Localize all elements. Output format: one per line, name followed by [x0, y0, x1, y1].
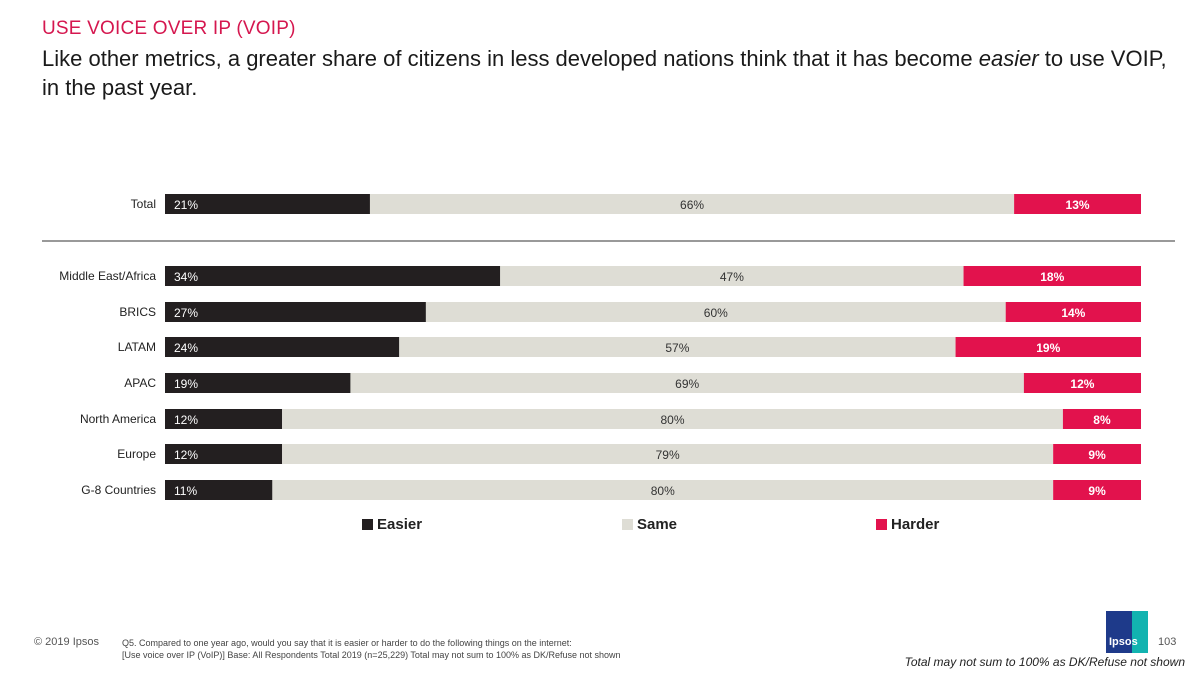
bar-harder-g-8-countries	[1053, 480, 1141, 500]
category-label-g-8-countries: G-8 Countries	[81, 483, 156, 497]
logo-wordmark: Ipsos	[1109, 636, 1138, 648]
value-label-harder-brics: 14%	[1061, 306, 1085, 320]
bar-same-middle-east-africa	[500, 266, 964, 286]
value-label-same-middle-east-africa: 47%	[720, 270, 744, 284]
category-label-apac: APAC	[124, 376, 156, 390]
bar-harder-total	[1014, 194, 1141, 214]
value-label-easier-g-8-countries: 11%	[174, 484, 197, 498]
ipsos-logo: Ipsos	[1106, 611, 1148, 653]
bar-same-europe	[282, 444, 1054, 464]
question-footnote: Q5. Compared to one year ago, would you …	[122, 637, 822, 661]
bar-easier-middle-east-africa	[165, 266, 501, 286]
legend-swatch-harder	[876, 519, 887, 530]
value-label-easier-total: 21%	[174, 198, 198, 212]
legend-label-same: Same	[637, 516, 677, 533]
footnote-line-1: Q5. Compared to one year ago, would you …	[122, 638, 572, 648]
legend-label-easier: Easier	[377, 516, 422, 533]
logo-accent	[1132, 611, 1148, 653]
value-label-easier-latam: 24%	[174, 341, 198, 355]
value-label-same-europe: 79%	[656, 448, 680, 462]
bar-same-north-america	[282, 409, 1063, 429]
value-label-harder-middle-east-africa: 18%	[1040, 270, 1064, 284]
copyright: © 2019 Ipsos	[34, 636, 99, 648]
value-label-easier-middle-east-africa: 34%	[174, 270, 198, 284]
slide-kicker: USE VOICE OVER IP (VOIP)	[42, 18, 296, 39]
bar-same-g-8-countries	[272, 480, 1054, 500]
bar-easier-g-8-countries	[165, 480, 273, 500]
value-label-harder-g-8-countries: 9%	[1088, 484, 1106, 498]
value-label-same-total: 66%	[680, 198, 704, 212]
legend-label-harder: Harder	[891, 516, 940, 533]
bar-harder-brics	[1005, 302, 1141, 322]
value-label-easier-apac: 19%	[174, 377, 198, 391]
category-label-latam: LATAM	[118, 340, 156, 354]
value-label-harder-total: 13%	[1066, 198, 1090, 212]
value-label-same-latam: 57%	[665, 341, 689, 355]
value-label-easier-europe: 12%	[174, 448, 198, 462]
bar-easier-apac	[165, 373, 351, 393]
bar-easier-latam	[165, 337, 400, 357]
bar-harder-europe	[1053, 444, 1141, 464]
value-label-harder-europe: 9%	[1088, 448, 1106, 462]
bar-same-total	[369, 194, 1015, 214]
category-label-brics: BRICS	[119, 305, 156, 319]
value-label-same-g-8-countries: 80%	[651, 484, 675, 498]
bar-same-brics	[425, 302, 1006, 322]
value-label-same-brics: 60%	[704, 306, 728, 320]
bar-harder-apac	[1023, 373, 1141, 393]
headline-text-end: to use VOIP, in the past year.	[42, 46, 1167, 100]
value-label-easier-north-america: 12%	[174, 413, 198, 427]
value-label-easier-brics: 27%	[174, 306, 198, 320]
bar-easier-north-america	[165, 409, 283, 429]
disclaimer-note: Total may not sum to 100% as DK/Refuse n…	[904, 655, 1185, 669]
page-number: 103	[1158, 636, 1177, 648]
slide-headline: Like other metrics, a greater share of c…	[42, 44, 1172, 102]
category-label-middle-east-africa: Middle East/Africa	[59, 269, 156, 283]
bar-harder-middle-east-africa	[963, 266, 1141, 286]
value-label-harder-north-america: 8%	[1093, 413, 1111, 427]
footnote-line-2: [Use voice over IP (VoIP)] Base: All Res…	[122, 650, 621, 660]
bar-easier-total	[165, 194, 370, 214]
bar-easier-brics	[165, 302, 426, 322]
headline-emphasis: easier	[978, 46, 1039, 71]
bar-same-latam	[399, 337, 956, 357]
headline-text-start: Like other metrics, a greater share of c…	[42, 46, 979, 71]
bar-easier-europe	[165, 444, 283, 464]
category-label-europe: Europe	[117, 447, 156, 461]
bar-harder-latam	[955, 337, 1141, 357]
value-label-harder-latam: 19%	[1036, 341, 1060, 355]
category-label-total: Total	[131, 197, 156, 211]
category-label-north-america: North America	[80, 412, 156, 426]
legend-swatch-easier	[362, 519, 373, 530]
legend-swatch-same	[622, 519, 633, 530]
stacked-bar-chart: Total 21% 66% 13% Middle East/Africa 34% 47% 18…	[42, 194, 1175, 533]
value-label-same-north-america: 80%	[661, 413, 685, 427]
bar-same-apac	[350, 373, 1024, 393]
value-label-harder-apac: 12%	[1070, 377, 1094, 391]
value-label-same-apac: 69%	[675, 377, 699, 391]
bar-harder-north-america	[1062, 409, 1141, 429]
